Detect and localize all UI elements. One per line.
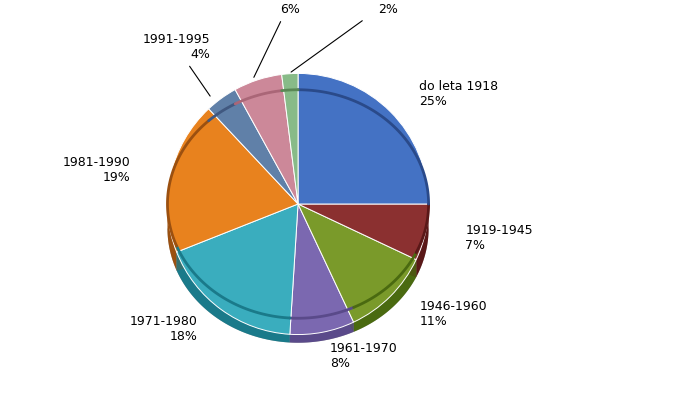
Polygon shape (167, 228, 429, 343)
Polygon shape (167, 205, 177, 271)
Wedge shape (235, 75, 298, 204)
Wedge shape (298, 204, 416, 322)
Wedge shape (167, 109, 298, 252)
Polygon shape (177, 204, 298, 271)
Polygon shape (354, 253, 416, 332)
Wedge shape (290, 204, 354, 335)
Wedge shape (177, 204, 298, 334)
Text: 1996-2000
6%: 1996-2000 6% (254, 0, 324, 78)
Text: 1981-1990
19%: 1981-1990 19% (63, 156, 130, 184)
Wedge shape (298, 73, 429, 204)
Text: 1946-1960
11%: 1946-1960 11% (419, 299, 486, 328)
Polygon shape (298, 204, 354, 332)
Text: 1961-1970
8%: 1961-1970 8% (330, 342, 398, 370)
Wedge shape (209, 90, 298, 204)
Text: 1919-1945
7%: 1919-1945 7% (465, 224, 533, 252)
Polygon shape (290, 307, 354, 343)
Polygon shape (298, 204, 416, 277)
Polygon shape (177, 246, 290, 342)
Text: 2001+
2%: 2001+ 2% (291, 0, 409, 72)
Text: 1971-1980
18%: 1971-1980 18% (130, 315, 197, 344)
Polygon shape (298, 204, 416, 277)
Polygon shape (177, 204, 298, 271)
Polygon shape (416, 204, 429, 277)
Polygon shape (298, 204, 354, 332)
Polygon shape (290, 204, 298, 342)
Text: 1991-1995
4%: 1991-1995 4% (143, 33, 210, 96)
Wedge shape (282, 73, 298, 204)
Polygon shape (290, 204, 298, 342)
Text: do leta 1918
25%: do leta 1918 25% (419, 80, 498, 109)
Wedge shape (298, 204, 429, 259)
